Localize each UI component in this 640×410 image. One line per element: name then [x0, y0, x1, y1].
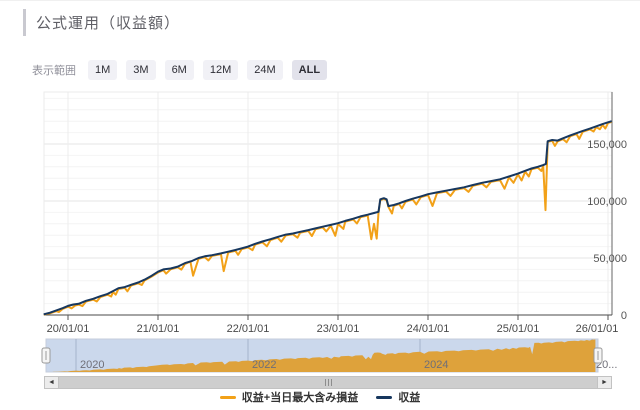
scrollbar-thumb[interactable]	[59, 377, 597, 388]
profit-line	[43, 120, 612, 316]
gridlines	[44, 92, 612, 315]
range-button-24m[interactable]: 24M	[247, 60, 283, 80]
svg-text:50,000: 50,000	[593, 253, 627, 265]
y-axis-labels: 0 50,000 100,000 150,000	[587, 139, 627, 322]
orange-line-icon	[219, 395, 236, 399]
page-header: 公式運用（収益額）	[23, 9, 180, 36]
legend-label-profit: 収益	[398, 392, 421, 404]
scroll-right-icon[interactable]: ►	[597, 377, 611, 388]
legend-item-profit[interactable]: 収益	[376, 389, 420, 405]
svg-text:2020: 2020	[80, 359, 104, 371]
range-button-all[interactable]: ALL	[291, 60, 328, 80]
navigator-area[interactable]	[52, 339, 596, 373]
range-button-6m[interactable]: 6M	[164, 60, 194, 80]
plot-border	[43, 91, 613, 316]
navy-line-icon	[376, 395, 393, 399]
range-button-3m[interactable]: 3M	[126, 60, 156, 80]
range-button-1m[interactable]: 1M	[88, 60, 118, 80]
range-selector-label: 表示範囲	[32, 65, 76, 77]
svg-text:23/01/01: 23/01/01	[317, 323, 360, 335]
chart-scrollbar[interactable]: ◄ ►	[44, 376, 612, 389]
scroll-left-icon[interactable]: ◄	[45, 377, 59, 388]
navigator-handle-right[interactable]	[593, 347, 603, 364]
chart-legend: 収益+当日最大含み損益 収益	[0, 389, 640, 405]
svg-text:26/01/01: 26/01/01	[576, 323, 619, 335]
svg-text:20/01/01: 20/01/01	[47, 323, 90, 335]
svg-text:22/01/01: 22/01/01	[227, 323, 270, 335]
svg-text:2024: 2024	[424, 359, 448, 371]
svg-text:2022: 2022	[252, 359, 276, 371]
svg-text:150,000: 150,000	[587, 139, 627, 151]
range-selector: 表示範囲 1M 3M 6M 12M 24M ALL	[32, 60, 336, 80]
title-accent-bar	[23, 9, 26, 36]
svg-text:21/01/01: 21/01/01	[137, 323, 180, 335]
range-button-12m[interactable]: 12M	[202, 60, 239, 80]
legend-item-unrealized[interactable]: 収益+当日最大含み損益	[219, 389, 359, 405]
legend-label-unrealized: 収益+当日最大含み損益	[241, 392, 359, 404]
svg-text:25/01/01: 25/01/01	[497, 323, 540, 335]
svg-text:100,000: 100,000	[587, 196, 627, 208]
page-title: 公式運用（収益額）	[36, 15, 181, 32]
navigator[interactable]: 2020 2022 2024 20...	[41, 338, 617, 373]
svg-text:24/01/01: 24/01/01	[407, 323, 450, 335]
navigator-handle-left[interactable]	[41, 347, 51, 364]
scrollbar-grip-icon	[324, 379, 333, 386]
svg-text:0: 0	[621, 310, 627, 322]
x-axis-labels: 20/01/01 21/01/01 22/01/01 23/01/01 24/01/01…	[47, 315, 619, 335]
